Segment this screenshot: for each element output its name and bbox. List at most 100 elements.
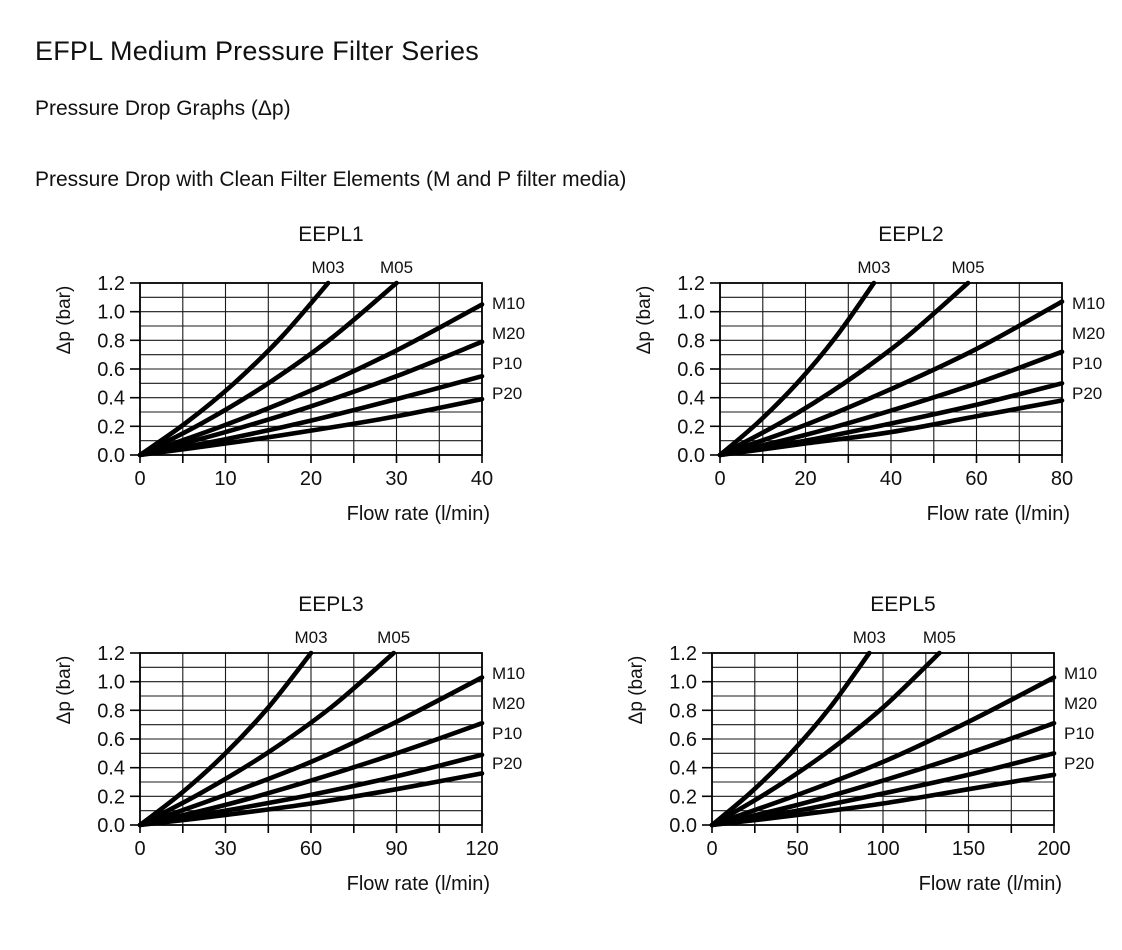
- series-curve-M20: [717, 349, 1065, 458]
- chart-eepl5: 0.0 0.2 0.4 0.6 0.8 1.0 1.2 0 50 100 150 200 M03 M05 M…: [612, 585, 1122, 897]
- x-tick-label: 20: [300, 468, 322, 490]
- series-curve-M05: [137, 650, 396, 828]
- x-tick-label: 40: [471, 468, 493, 490]
- series-label-M03: M03: [853, 628, 886, 647]
- y-tick-label: 0.2: [669, 786, 697, 808]
- series-curve-M20: [137, 339, 485, 458]
- y-tick-label: 0.0: [97, 445, 125, 467]
- series-curve-M20: [709, 720, 1057, 828]
- series-curve-M03: [137, 650, 314, 828]
- chart-title: EEPL5: [870, 593, 935, 616]
- y-tick-label: 0.0: [669, 815, 697, 837]
- y-tick-label: 0.8: [677, 330, 705, 352]
- series-curve-P20: [137, 771, 485, 828]
- series-label-M20: M20: [1072, 324, 1105, 343]
- x-tick-label: 30: [385, 468, 407, 490]
- series-curve-M05: [137, 280, 399, 458]
- y-tick-label: 0.6: [669, 729, 697, 751]
- x-tick-label: 20: [794, 468, 816, 490]
- x-tick-label: 120: [465, 838, 498, 860]
- series-label-P20: P20: [492, 384, 522, 403]
- series-curves: [137, 280, 485, 458]
- y-tick-label: 0.4: [669, 758, 697, 780]
- series-label-M10: M10: [492, 664, 525, 683]
- x-tick-label: 30: [214, 838, 236, 860]
- chart-eepl2: 0.0 0.2 0.4 0.6 0.8 1.0 1.2 0 20 40 60 80 M03 M05 M10 M…: [620, 215, 1122, 527]
- series-curve-M20: [137, 720, 485, 828]
- y-tick-label: 0.4: [677, 388, 705, 410]
- series-labels: M03 M05 M10 M20 P10 P20: [312, 258, 526, 403]
- series-curve-M10: [717, 299, 1065, 458]
- y-axis-title: Δp (bar): [54, 656, 75, 725]
- x-tick-label: 0: [706, 838, 717, 860]
- chart-eepl1: 0.0 0.2 0.4 0.6 0.8 1.0 1.2 0 10 20 30 40 M03 M05 M10 M…: [40, 215, 550, 527]
- x-tick-label: 90: [385, 838, 407, 860]
- series-curve-M05: [709, 650, 942, 828]
- y-tick-label: 0.2: [677, 416, 705, 438]
- y-tick-label: 0.2: [97, 786, 125, 808]
- x-tick-label: 0: [134, 468, 145, 490]
- series-label-P20: P20: [1072, 384, 1102, 403]
- series-label-M03: M03: [294, 628, 327, 647]
- series-curves: [717, 280, 1065, 458]
- x-axis-title: Flow rate (l/min): [347, 503, 490, 525]
- series-label-M20: M20: [1064, 694, 1097, 713]
- chart-eepl3: 0.0 0.2 0.4 0.6 0.8 1.0 1.2 0 30 60 90 120 M03 M05 M10…: [40, 585, 550, 897]
- x-axis-title: Flow rate (l/min): [927, 503, 1070, 525]
- chart-title: EEPL2: [878, 223, 943, 246]
- x-tick-label: 100: [866, 838, 899, 860]
- y-tick-label: 1.2: [669, 643, 697, 665]
- section-heading: Pressure Drop with Clean Filter Elements…: [35, 168, 627, 191]
- series-label-P10: P10: [1064, 724, 1094, 743]
- y-axis-title: Δp (bar): [54, 286, 75, 355]
- y-axis: 0.0 0.2 0.4 0.6 0.8 1.0 1.2: [97, 643, 140, 837]
- series-label-M05: M05: [923, 628, 956, 647]
- x-tick-label: 10: [214, 468, 236, 490]
- series-curve-M03: [709, 650, 872, 828]
- x-axis: 0 50 100 150 200: [706, 825, 1071, 860]
- y-axis: 0.0 0.2 0.4 0.6 0.8 1.0 1.2: [97, 273, 140, 467]
- y-tick-label: 0.6: [677, 359, 705, 381]
- y-tick-label: 0.0: [677, 445, 705, 467]
- series-labels: M03 M05 M10 M20 P10 P20: [294, 628, 525, 773]
- x-tick-label: 60: [300, 838, 322, 860]
- series-label-M20: M20: [492, 324, 525, 343]
- y-axis: 0.0 0.2 0.4 0.6 0.8 1.0 1.2: [669, 643, 712, 837]
- y-axis: 0.0 0.2 0.4 0.6 0.8 1.0 1.2: [677, 273, 720, 467]
- x-tick-label: 40: [880, 468, 902, 490]
- series-curve-M10: [709, 675, 1057, 828]
- y-tick-label: 0.2: [97, 416, 125, 438]
- y-axis-title: Δp (bar): [634, 286, 655, 355]
- series-curve-P20: [709, 772, 1057, 828]
- series-curve-P20: [717, 398, 1065, 458]
- series-label-P10: P10: [1072, 354, 1102, 373]
- y-tick-label: 0.6: [97, 359, 125, 381]
- x-tick-label: 80: [1051, 468, 1073, 490]
- series-label-M03: M03: [312, 258, 345, 277]
- y-tick-label: 0.4: [97, 388, 125, 410]
- series-label-M10: M10: [1072, 294, 1105, 313]
- series-curves: [709, 650, 1057, 828]
- y-tick-label: 0.0: [97, 815, 125, 837]
- y-tick-label: 1.2: [97, 273, 125, 295]
- series-label-M05: M05: [951, 258, 984, 277]
- series-label-P10: P10: [492, 354, 522, 373]
- series-label-M10: M10: [1064, 664, 1097, 683]
- y-tick-label: 0.4: [97, 758, 125, 780]
- x-axis: 0 10 20 30 40: [134, 455, 493, 490]
- x-tick-label: 0: [714, 468, 725, 490]
- series-label-P10: P10: [492, 724, 522, 743]
- series-labels: M03 M05 M10 M20 P10 P20: [853, 628, 1097, 773]
- y-tick-label: 0.8: [669, 700, 697, 722]
- y-axis-title: Δp (bar): [626, 656, 647, 725]
- series-label-M20: M20: [492, 694, 525, 713]
- series-label-M05: M05: [377, 628, 410, 647]
- series-label-M05: M05: [380, 258, 413, 277]
- x-tick-label: 0: [134, 838, 145, 860]
- y-tick-label: 1.2: [97, 643, 125, 665]
- series-curves: [137, 650, 485, 828]
- series-label-P20: P20: [492, 754, 522, 773]
- y-tick-label: 1.2: [677, 273, 705, 295]
- series-label-M03: M03: [857, 258, 890, 277]
